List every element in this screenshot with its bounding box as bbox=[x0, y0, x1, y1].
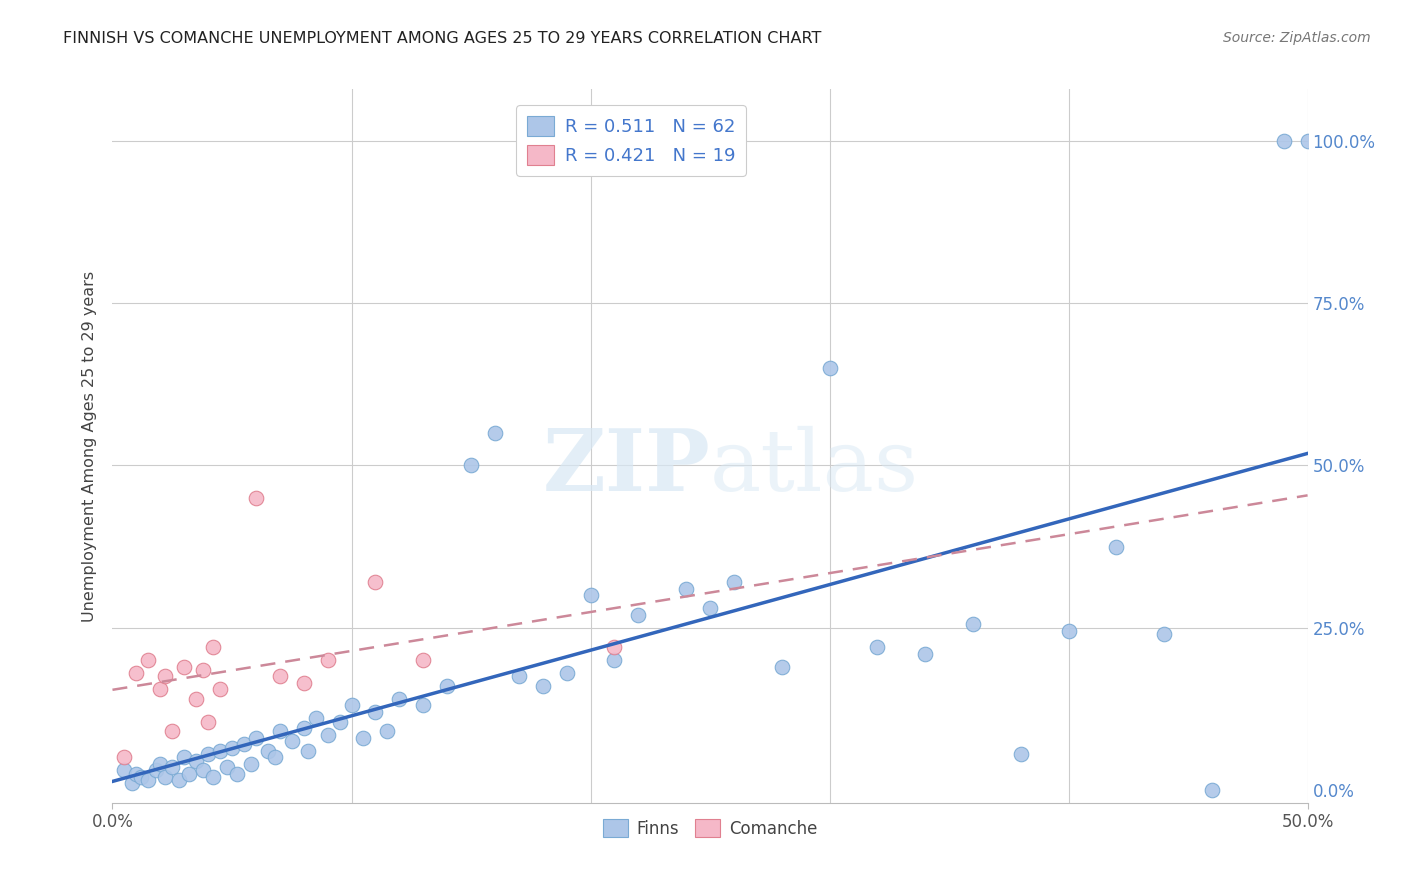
Point bbox=[352, 731, 374, 745]
Point bbox=[1201, 782, 1223, 797]
Point bbox=[145, 764, 167, 778]
Point bbox=[962, 617, 984, 632]
Point bbox=[129, 770, 152, 784]
Point bbox=[209, 744, 232, 758]
Point bbox=[162, 724, 183, 739]
Point bbox=[121, 776, 143, 790]
Text: atlas: atlas bbox=[710, 425, 920, 509]
Point bbox=[627, 607, 650, 622]
Point bbox=[264, 750, 287, 764]
Point bbox=[221, 740, 243, 755]
Point bbox=[531, 679, 554, 693]
Point bbox=[305, 711, 328, 725]
Point bbox=[364, 575, 387, 590]
Text: Source: ZipAtlas.com: Source: ZipAtlas.com bbox=[1223, 31, 1371, 45]
Point bbox=[412, 653, 434, 667]
Point bbox=[603, 640, 626, 654]
Point bbox=[1272, 134, 1295, 148]
Point bbox=[149, 682, 172, 697]
Point bbox=[125, 666, 148, 681]
Point bbox=[153, 669, 176, 683]
Point bbox=[377, 724, 399, 739]
Point bbox=[340, 698, 363, 713]
Point bbox=[217, 760, 239, 774]
Point bbox=[603, 653, 626, 667]
Point bbox=[1296, 134, 1319, 148]
Point bbox=[388, 692, 411, 706]
Text: FINNISH VS COMANCHE UNEMPLOYMENT AMONG AGES 25 TO 29 YEARS CORRELATION CHART: FINNISH VS COMANCHE UNEMPLOYMENT AMONG A… bbox=[63, 31, 821, 46]
Point bbox=[173, 750, 195, 764]
Point bbox=[240, 756, 263, 771]
Point bbox=[1153, 627, 1175, 641]
Point bbox=[699, 601, 721, 615]
Point bbox=[412, 698, 434, 713]
Point bbox=[292, 721, 315, 735]
Legend: Finns, Comanche: Finns, Comanche bbox=[596, 813, 824, 845]
Point bbox=[173, 659, 195, 673]
Point bbox=[866, 640, 889, 654]
Point bbox=[193, 663, 215, 677]
Y-axis label: Unemployment Among Ages 25 to 29 years: Unemployment Among Ages 25 to 29 years bbox=[82, 270, 97, 622]
Point bbox=[1057, 624, 1080, 638]
Point bbox=[484, 425, 506, 440]
Point bbox=[914, 647, 936, 661]
Point bbox=[675, 582, 697, 596]
Point bbox=[197, 714, 219, 729]
Point bbox=[197, 747, 219, 761]
Point bbox=[114, 750, 135, 764]
Point bbox=[169, 773, 191, 788]
Point bbox=[297, 744, 319, 758]
Point bbox=[209, 682, 232, 697]
Point bbox=[225, 766, 247, 780]
Point bbox=[233, 738, 256, 752]
Point bbox=[316, 728, 339, 742]
Point bbox=[149, 756, 172, 771]
Point bbox=[1010, 747, 1032, 761]
Point bbox=[201, 640, 224, 654]
Point bbox=[245, 491, 267, 505]
Point bbox=[138, 773, 160, 788]
Point bbox=[125, 766, 148, 780]
Point bbox=[460, 458, 482, 473]
Point bbox=[257, 744, 280, 758]
Point bbox=[269, 724, 291, 739]
Point bbox=[186, 692, 208, 706]
Point bbox=[770, 659, 793, 673]
Point bbox=[162, 760, 183, 774]
Point bbox=[292, 675, 315, 690]
Point bbox=[281, 734, 304, 748]
Point bbox=[436, 679, 458, 693]
Point bbox=[186, 754, 208, 768]
Point bbox=[329, 714, 352, 729]
Point bbox=[138, 653, 160, 667]
Point bbox=[316, 653, 339, 667]
Point bbox=[723, 575, 745, 590]
Point bbox=[201, 770, 224, 784]
Point bbox=[269, 669, 291, 683]
Point bbox=[1105, 540, 1128, 554]
Point bbox=[508, 669, 530, 683]
Point bbox=[579, 588, 602, 602]
Text: ZIP: ZIP bbox=[543, 425, 710, 509]
Point bbox=[555, 666, 578, 681]
Point bbox=[153, 770, 176, 784]
Point bbox=[177, 766, 200, 780]
Point bbox=[818, 361, 841, 376]
Point bbox=[193, 764, 215, 778]
Point bbox=[364, 705, 387, 719]
Point bbox=[114, 764, 135, 778]
Point bbox=[245, 731, 267, 745]
